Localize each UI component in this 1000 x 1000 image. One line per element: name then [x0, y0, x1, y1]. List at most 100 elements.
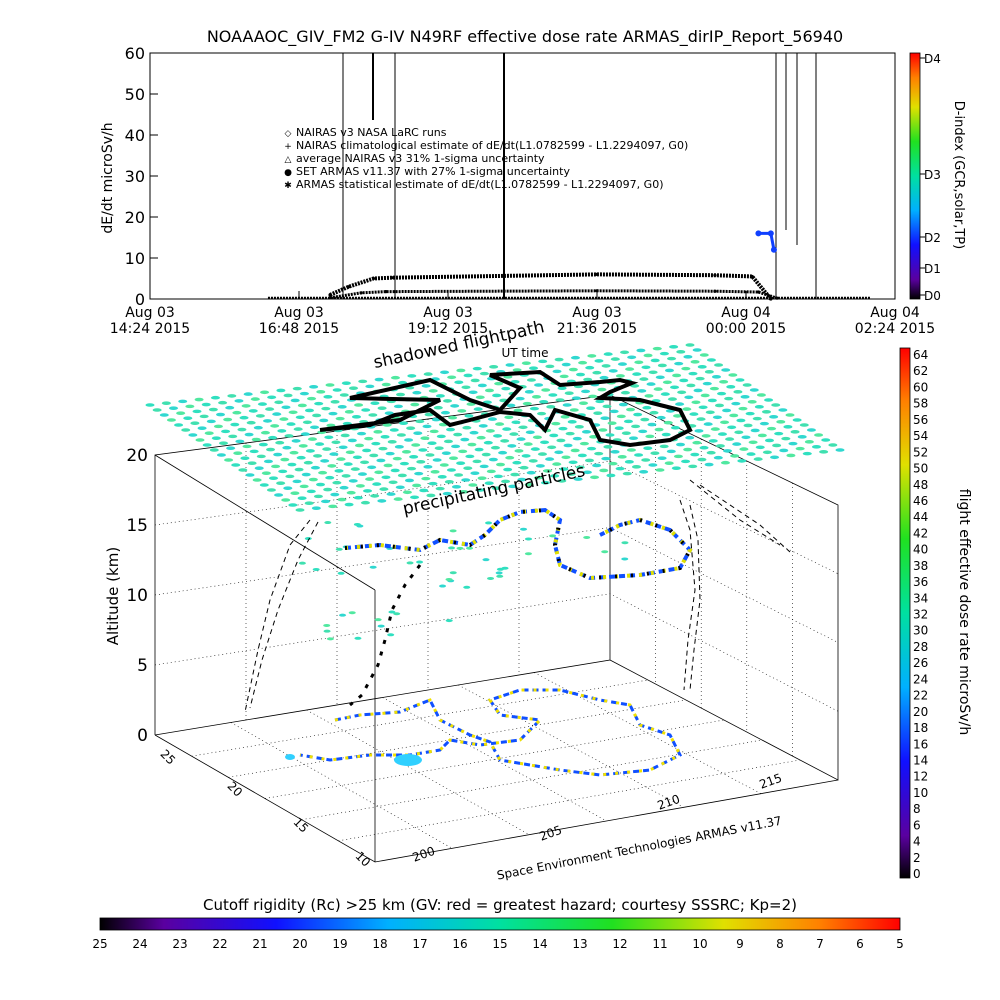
particle: [535, 464, 545, 468]
particle: [221, 429, 231, 434]
particle: [385, 451, 395, 456]
particle: [232, 410, 242, 415]
particle: [705, 410, 715, 415]
particle: [761, 410, 771, 414]
particle: [561, 362, 571, 367]
x-tick-label-time: 16:48 2015: [259, 321, 339, 337]
top-x-axis-label: UT time: [501, 346, 548, 360]
particle: [734, 430, 744, 435]
latitude-tick-label: 20: [224, 779, 245, 800]
particle: [725, 437, 735, 441]
particle: [271, 464, 281, 469]
dose-rate-tick-label: 24: [913, 672, 928, 686]
particle: [276, 481, 286, 485]
particle: [370, 401, 380, 405]
particle: [330, 492, 340, 497]
particle: [614, 426, 624, 430]
particle: [178, 399, 188, 404]
particle: [258, 442, 268, 447]
particle: [310, 425, 320, 430]
particle: [307, 437, 317, 441]
x-tick-label-date: Aug 03: [572, 305, 622, 321]
particle: [690, 360, 700, 364]
particle: [410, 402, 420, 407]
particle: [261, 471, 271, 475]
particle: [640, 417, 650, 422]
particle: [790, 430, 800, 434]
particle: [334, 469, 344, 473]
rigidity-tick-label: 5: [896, 937, 904, 951]
particle: [432, 458, 442, 462]
particle: [575, 465, 585, 470]
dose-rate-tick-label: 18: [913, 721, 928, 735]
particle: [557, 479, 567, 483]
event-lines: [342, 53, 817, 299]
particle: [473, 407, 483, 411]
particle: [298, 444, 308, 448]
rigidity-tick-label: 7: [816, 937, 824, 951]
particle: [315, 442, 325, 446]
particle: [312, 413, 322, 418]
particle: [581, 389, 591, 394]
particle: [584, 458, 594, 463]
particle: [458, 449, 468, 454]
particle: [351, 415, 361, 419]
latitude-tick-label: 10: [352, 849, 373, 870]
particle: [505, 455, 515, 460]
particle: [472, 459, 482, 464]
particle: [478, 424, 488, 428]
particle: [298, 561, 306, 565]
particle: [556, 438, 566, 443]
particle: [350, 467, 360, 471]
particle: [303, 460, 313, 465]
particle: [819, 450, 829, 454]
particle: [365, 477, 375, 481]
particle: [491, 486, 501, 490]
particle: [710, 427, 720, 431]
particle: [240, 456, 250, 460]
particle: [779, 448, 789, 453]
particle: [601, 550, 609, 554]
particle: [268, 435, 278, 440]
particle: [324, 521, 332, 525]
particle: [382, 423, 392, 427]
particle: [507, 444, 517, 448]
particle: [283, 393, 293, 398]
legend-symbol: ✱: [284, 181, 292, 191]
particle: [479, 464, 489, 469]
y-tick-label: 10: [125, 249, 145, 268]
top-series-group: [267, 230, 871, 301]
particle: [721, 368, 731, 372]
particle: [339, 485, 349, 490]
particle: [439, 463, 449, 467]
particle: [390, 375, 400, 380]
particle: [492, 393, 502, 398]
particle: [684, 395, 694, 400]
particle: [772, 443, 782, 448]
particle: [592, 463, 602, 468]
particle: [714, 403, 724, 408]
particle: [646, 382, 656, 386]
particle: [650, 451, 660, 455]
particle: [488, 457, 498, 462]
particle: [344, 502, 354, 507]
3d-grid: [154, 407, 839, 849]
particle: [427, 441, 437, 445]
y-tick-label: 60: [125, 44, 145, 63]
particle: [698, 405, 708, 410]
particle: [654, 427, 664, 432]
3d-flightpath: [344, 507, 693, 707]
particle: [490, 445, 500, 450]
d-index-label: D-index (GCR,solar,TP): [951, 101, 966, 249]
particle: [399, 421, 409, 425]
particle: [636, 348, 646, 353]
particle: [406, 426, 416, 430]
particle: [590, 475, 600, 480]
rigidity-tick-label: 12: [612, 937, 627, 951]
particle: [641, 365, 651, 370]
particle: [629, 436, 639, 440]
particle: [368, 413, 378, 417]
particle: [757, 433, 767, 438]
particle: [426, 493, 436, 498]
